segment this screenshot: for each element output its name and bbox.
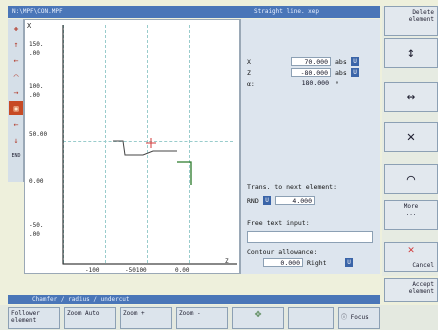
y-tick: 50.00 <box>29 131 48 138</box>
follower-element-button[interactable]: Follower element <box>8 307 60 329</box>
y-tick: .00 <box>29 92 40 99</box>
pan-arrows-icon: ✥ <box>254 307 262 320</box>
current-element-icon[interactable]: ▣ <box>9 101 23 115</box>
trans-type-toggle[interactable]: U <box>263 196 271 205</box>
vertical-arrows-icon: ↕ <box>406 45 416 61</box>
z-label: Z <box>247 69 251 77</box>
zoom-plus-button[interactable]: Zoom + <box>120 307 172 329</box>
info-icon: ⓘ <box>341 314 348 321</box>
empty-softkey[interactable] <box>288 307 334 329</box>
x-unit: abs <box>335 58 347 66</box>
horizontal-softkeys: Follower element Zoom Auto Zoom + Zoom -… <box>0 305 438 330</box>
contour-side-toggle[interactable]: U <box>345 258 353 267</box>
horizontal-line-button[interactable]: ↔ <box>384 82 438 112</box>
horizontal-arrows-icon: ↔ <box>406 89 416 105</box>
x-tick: -100 <box>85 267 100 274</box>
diagonal-line-button[interactable]: ✕ <box>384 122 438 152</box>
trans-type: RND <box>247 197 259 205</box>
angle-value: 180.000 <box>301 79 329 87</box>
contour-allowance-field[interactable]: 0.000 <box>263 258 303 267</box>
accept-element-button[interactable]: Accept element <box>384 278 438 302</box>
contour-graphic[interactable]: X 150. .00 100. .00 50.00 0.00 -50. .00 … <box>24 19 240 274</box>
parameter-panel: X 70.000 abs U Z -80.000 abs U α: 180.00… <box>240 19 380 274</box>
line-up-icon[interactable]: ↑ <box>13 39 19 49</box>
vertical-softkeys: Delete element ↕ ↔ ✕ ⌒ More... ✕ Cancel A… <box>382 6 438 302</box>
angle-label: α: <box>247 80 255 88</box>
end-icon[interactable]: END <box>11 153 21 159</box>
grid-line <box>63 141 233 142</box>
x-value-field[interactable]: 70.000 <box>291 57 331 66</box>
x-tick: -50100 <box>125 267 147 274</box>
axes <box>62 25 237 265</box>
x-label: X <box>247 58 251 66</box>
contour-allowance-label: Contour allowance: <box>247 248 318 256</box>
cancel-button[interactable]: ✕ Cancel <box>384 242 438 272</box>
more-label: More <box>403 203 419 210</box>
zoom-auto-button[interactable]: Zoom Auto <box>64 307 116 329</box>
free-text-label: Free text input: <box>247 219 310 227</box>
contour-path <box>113 140 177 156</box>
grid-line <box>105 25 106 263</box>
y-tick: .00 <box>29 50 40 57</box>
y-tick: .00 <box>29 231 40 238</box>
z-value-field[interactable]: -80.000 <box>291 68 331 77</box>
line-left-icon[interactable]: ← <box>13 55 19 65</box>
arc-button[interactable]: ⌒ <box>384 164 438 194</box>
pan-button[interactable]: ✥ <box>232 307 284 329</box>
line-right-icon[interactable]: → <box>13 87 19 97</box>
focus-label: Focus <box>350 314 369 321</box>
y-tick: 150. <box>29 41 44 48</box>
title-bar: N:\MPF\CON.MPF Straight line. xep <box>8 6 380 18</box>
current-element-line <box>177 161 192 185</box>
grid-line <box>189 25 190 263</box>
program-title: N:\MPF\CON.MPF <box>12 8 63 15</box>
arc-icon: ⌒ <box>406 171 416 187</box>
tool-strip: ✚ ↑ ← ◠ → ▣ ← ↓ END <box>8 19 24 182</box>
x-tick: 0.00 <box>175 267 190 274</box>
x-unit-toggle[interactable]: U <box>351 57 359 66</box>
z-axis-label: Z <box>225 258 229 265</box>
y-tick: -50. <box>29 222 44 229</box>
start-point-icon[interactable]: ✚ <box>13 23 19 33</box>
x-axis-corner-label: X <box>27 22 32 30</box>
cancel-label: Cancel <box>412 262 434 269</box>
element-title: Straight line. xep <box>254 8 320 15</box>
y-tick: 0.00 <box>29 178 44 185</box>
cancel-x-icon: ✕ <box>407 243 415 256</box>
trans-label: Trans. to next element: <box>247 183 338 191</box>
arc-icon[interactable]: ◠ <box>13 71 19 81</box>
grid-line <box>147 25 148 263</box>
vertical-line-button[interactable]: ↕ <box>384 38 438 68</box>
z-unit: abs <box>335 69 347 77</box>
more-button[interactable]: More... <box>384 200 438 230</box>
free-text-input[interactable] <box>247 231 373 243</box>
cross-icon: ✕ <box>406 129 416 145</box>
status-line: Chamfer / radius / undercut <box>8 295 380 304</box>
contour-side: Right <box>307 259 327 267</box>
z-unit-toggle[interactable]: U <box>351 68 359 77</box>
contour-svg <box>62 25 237 265</box>
angle-unit: ° <box>335 80 339 88</box>
focus-button[interactable]: ⓘ Focus <box>338 307 380 329</box>
line-left-icon-2[interactable]: ← <box>13 119 19 129</box>
delete-element-button[interactable]: Delete element <box>384 6 438 36</box>
trans-value-field[interactable]: 4.000 <box>275 196 315 205</box>
more-dots: ... <box>405 210 417 217</box>
zoom-minus-button[interactable]: Zoom - <box>176 307 228 329</box>
line-down-icon[interactable]: ↓ <box>13 135 19 145</box>
y-tick: 100. <box>29 83 44 90</box>
